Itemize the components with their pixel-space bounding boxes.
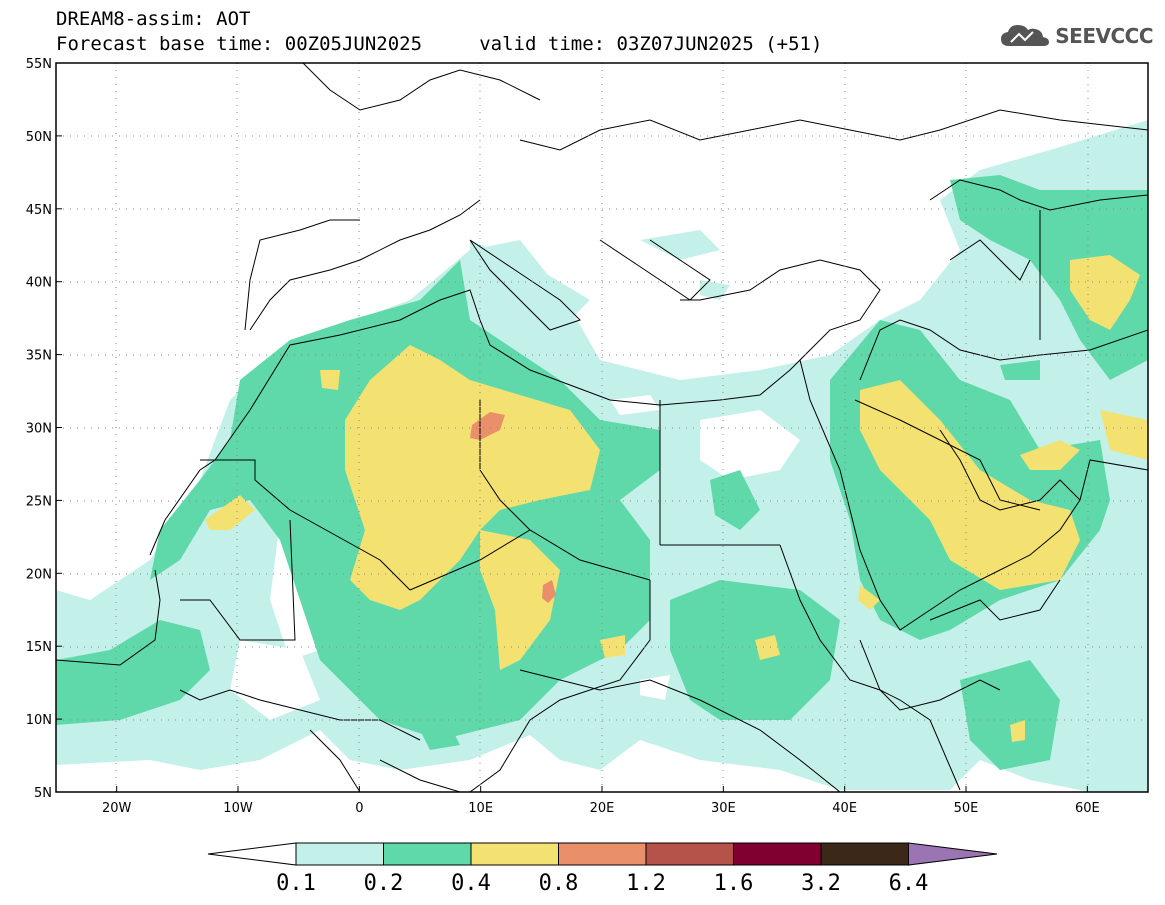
colorbar-label: 3.2 bbox=[801, 871, 841, 896]
y-tick-label: 15N bbox=[26, 640, 52, 655]
coastlines bbox=[56, 63, 1148, 792]
y-tick-label: 40N bbox=[26, 276, 52, 291]
x-tick-label: 50E bbox=[954, 801, 979, 816]
y-tick-label: 25N bbox=[26, 494, 52, 509]
y-tick-label: 10N bbox=[26, 713, 52, 728]
colorbar-label: 0.8 bbox=[539, 871, 579, 896]
colorbar-label: 0.2 bbox=[364, 871, 404, 896]
x-tick-label: 20E bbox=[590, 801, 615, 816]
x-axis: 20W 10W 0 10E 20E 30E 40E 50E 60E bbox=[102, 786, 1100, 816]
x-tick-label: 0 bbox=[355, 801, 363, 816]
graticule bbox=[56, 63, 1148, 792]
aot-level-0.8 bbox=[470, 412, 556, 603]
y-tick-label: 35N bbox=[26, 349, 52, 364]
aot-field bbox=[56, 63, 1148, 792]
colorbar-swatch bbox=[470, 842, 559, 866]
colorbar-swatch bbox=[820, 842, 909, 866]
forecast-time-line: Forecast base time: 00Z05JUN2025 valid t… bbox=[56, 33, 823, 55]
colorbar-swatch bbox=[645, 842, 734, 866]
cloud-icon bbox=[1001, 25, 1050, 46]
x-tick-label: 10E bbox=[468, 801, 493, 816]
colorbar-label: 1.6 bbox=[714, 871, 754, 896]
x-tick-label: 10W bbox=[223, 801, 253, 816]
colorbar-swatch bbox=[558, 842, 647, 866]
y-tick-label: 50N bbox=[26, 130, 52, 145]
colorbar-swatch bbox=[383, 842, 472, 866]
colorbar-label: 1.2 bbox=[626, 871, 666, 896]
colorbar-swatch bbox=[295, 842, 384, 866]
y-tick-label: 20N bbox=[26, 567, 52, 582]
x-tick-label: 20W bbox=[102, 801, 132, 816]
x-tick-label: 60E bbox=[1075, 801, 1100, 816]
x-tick-label: 30E bbox=[711, 801, 736, 816]
y-tick-label: 30N bbox=[26, 422, 52, 437]
colorbar-over-arrow bbox=[908, 842, 998, 866]
x-tick-label: 40E bbox=[832, 801, 857, 816]
colorbar-swatch bbox=[733, 842, 822, 866]
colorbar: 0.1 0.2 0.4 0.8 1.2 1.6 3.2 6.4 bbox=[207, 842, 998, 896]
y-tick-label: 55N bbox=[26, 57, 52, 72]
colorbar-label: 6.4 bbox=[889, 871, 929, 896]
y-tick-label: 5N bbox=[34, 786, 52, 801]
y-tick-label: 45N bbox=[26, 203, 52, 218]
seevccc-logo: SEEVCCC bbox=[999, 22, 1153, 50]
colorbar-label: 0.1 bbox=[276, 871, 316, 896]
colorbar-under-arrow bbox=[207, 842, 297, 866]
aot-level-0.4 bbox=[205, 255, 1148, 742]
map-title: DREAM8-assim: AOT bbox=[56, 8, 251, 30]
logo-text: SEEVCCC bbox=[1055, 24, 1153, 48]
colorbar-label: 0.4 bbox=[451, 871, 491, 896]
y-axis: 55N 50N 45N 40N 35N 30N 25N 20N 15N 10N 5N bbox=[26, 57, 62, 801]
